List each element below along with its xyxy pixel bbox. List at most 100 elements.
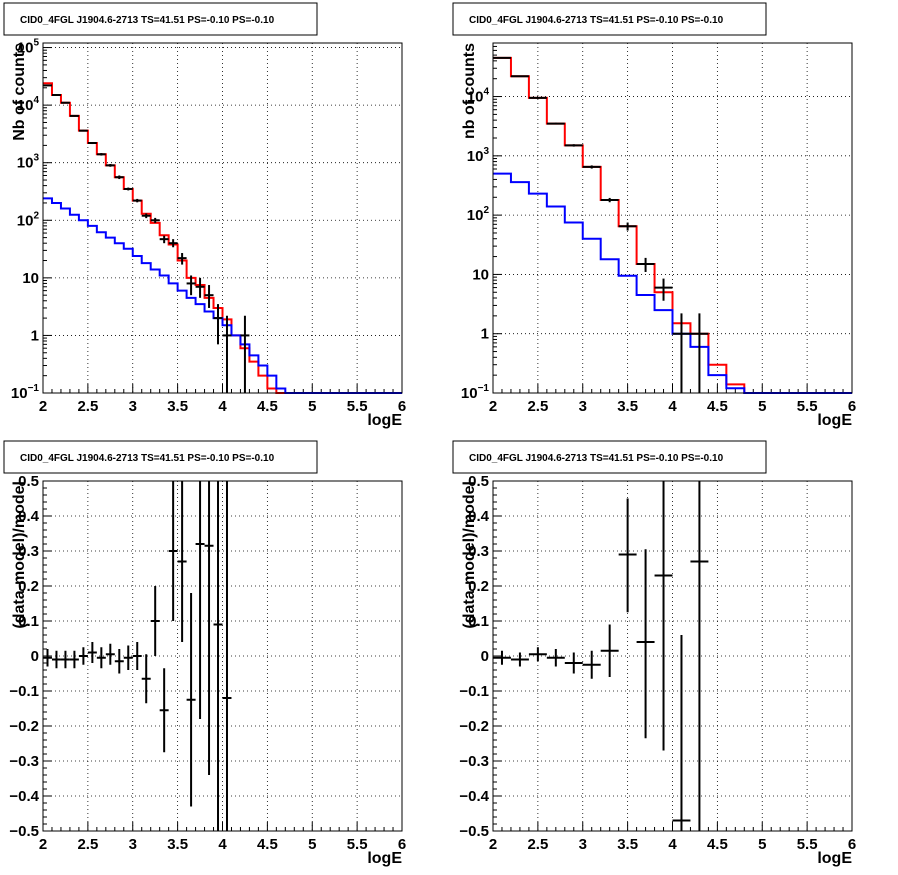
data-point [141,213,151,219]
residual-point [132,642,142,670]
y-tick-label: −0.2 [9,718,39,735]
chart-panel-3: CID0_4FGL J1904.6-2713 TS=41.51 PS=-0.10… [3,440,406,867]
x-tick-label: 2.5 [527,836,548,853]
residual-point [96,647,106,669]
x-tick-label: 4 [218,836,227,853]
x-axis-title: logE [817,850,852,867]
x-tick-label: 2 [489,836,497,853]
chart-panel-4: CID0_4FGL J1904.6-2713 TS=41.51 PS=-0.10… [452,440,856,867]
y-tick-label: −0.5 [9,823,39,840]
x-axis-title: logE [367,412,402,429]
data-point [213,304,223,345]
x-tick-label: 3 [129,836,137,853]
residual-point [213,481,223,831]
x-tick-label: 4.5 [707,836,728,853]
x-tick-label: 3.5 [167,836,188,853]
x-axis-title: logE [367,850,402,867]
chart-title: CID0_4FGL J1904.6-2713 TS=41.51 PS=-0.10… [469,453,724,464]
data-point [43,84,52,87]
plot-frame [492,42,853,394]
chart-panel-2: CID0_4FGL J1904.6-2713 TS=41.51 PS=-0.10… [452,2,856,429]
y-tick-label: −0.5 [459,823,489,840]
y-tick-label: 102 [17,210,40,229]
y-tick-label: −0.1 [459,683,489,700]
residual-point [222,481,232,831]
chart-panel-1: CID0_4FGL J1904.6-2713 TS=41.51 PS=-0.10… [3,2,406,429]
y-tick-label: 10−1 [461,383,490,402]
data-point [690,313,709,393]
data-point [222,315,232,393]
data-point [582,165,601,169]
residual-point [654,481,673,751]
y-tick-label: 1 [481,326,489,343]
plot-frame [42,480,403,832]
x-tick-label: 3 [129,398,137,415]
y-tick-label: 0.5 [18,473,39,490]
residual-point [123,645,133,670]
y-tick-label: 0.5 [468,473,489,490]
y-tick-label: 104 [467,87,490,106]
chart-title: CID0_4FGL J1904.6-2713 TS=41.51 PS=-0.10… [20,453,275,464]
data-point [168,239,178,248]
y-tick-label: −0.3 [459,753,489,770]
y-tick-label: 0 [481,648,489,665]
y-tick-label: −0.2 [459,718,489,735]
data-point [78,129,88,132]
x-tick-label: 3.5 [617,398,638,415]
x-tick-label: 3.5 [167,398,188,415]
y-tick-label: −0.4 [459,788,489,805]
x-tick-label: 2.5 [527,398,548,415]
residual-point [69,650,79,669]
residual-point [672,635,691,831]
data-point [564,144,583,147]
title-box [452,2,767,36]
y-axis-title: (data-model)/model [11,481,28,629]
x-axis-title: logE [817,412,852,429]
data-point [150,217,160,223]
data-point [105,163,115,167]
data-point [493,56,511,59]
residual-point [582,650,601,679]
data-point [546,122,565,125]
total-model-line [43,82,402,394]
data-point [60,101,70,104]
data-point [177,253,187,265]
x-tick-label: 5 [758,398,766,415]
y-tick-label: 104 [17,95,40,114]
x-tick-label: 5.5 [347,398,368,415]
x-tick-label: 5.5 [797,836,818,853]
y-tick-label: 10 [22,270,39,287]
y-tick-label: 1 [31,327,39,344]
data-point [618,222,637,231]
data-point [123,187,133,191]
residual-point [204,481,214,775]
title-box [3,2,318,36]
y-tick-label: 0.4 [468,508,490,525]
x-tick-label: 5.5 [347,836,368,853]
x-tick-label: 6 [398,398,406,415]
x-tick-label: 3 [579,836,587,853]
residual-point [51,650,61,669]
y-tick-label: 103 [467,146,490,165]
y-axis-title: nb of counts [461,43,478,139]
y-tick-label: 10 [472,266,489,283]
residual-point [60,650,70,669]
data-point [600,197,619,203]
data-point [87,141,97,145]
residual-point [114,649,124,674]
y-tick-label: 0.3 [468,543,489,560]
residual-point [510,652,529,667]
total-model-line [493,56,852,394]
x-tick-label: 3.5 [617,836,638,853]
data-point [204,285,214,308]
y-axis-title: Nb of counts [11,43,28,141]
y-tick-label: 103 [17,153,40,172]
x-tick-label: 5 [308,398,316,415]
x-tick-label: 2.5 [77,398,98,415]
plot-frame [42,42,403,394]
x-tick-label: 6 [398,836,406,853]
residual-point [600,624,619,677]
x-tick-label: 2 [39,836,47,853]
y-tick-label: 0.3 [18,543,39,560]
